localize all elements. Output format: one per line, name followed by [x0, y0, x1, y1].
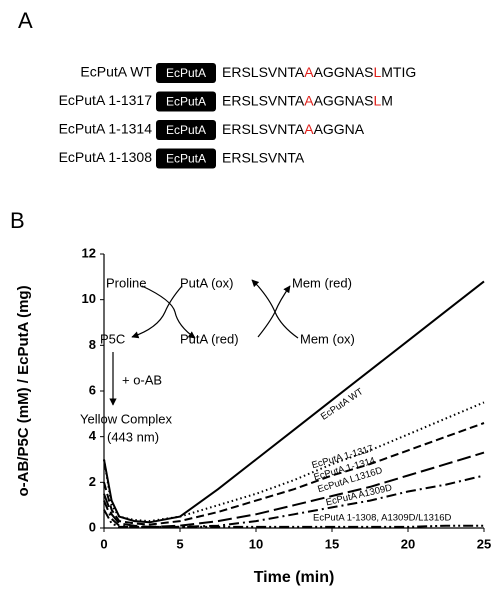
y-tick-label: 2: [89, 474, 96, 489]
scheme-label: PutA (ox): [180, 275, 233, 290]
panel-label: A: [18, 8, 33, 33]
x-tick-label: 5: [176, 536, 183, 551]
sequence-part: A: [304, 92, 314, 108]
scheme-label: PutA (red): [180, 331, 239, 346]
y-tick-label: 8: [89, 337, 96, 352]
scheme-label: Mem (red): [292, 275, 352, 290]
x-tick-label: 15: [325, 536, 339, 551]
y-tick-label: 10: [82, 291, 96, 306]
sequence: ERSLSVNTAAAGGNA: [222, 121, 365, 137]
sequence-part: L: [373, 64, 381, 80]
scheme-label: (443 nm): [107, 429, 159, 444]
series-line: [103, 451, 485, 528]
sequence-part: ERSLSVNTA: [222, 149, 305, 165]
sequence: ERSLSVNTAAAGGNASLMTIG: [222, 64, 416, 80]
series-line: [103, 422, 485, 526]
y-tick-label: 0: [89, 519, 96, 534]
series-label: EcPutA 1-1308, A1309D/L1316D: [313, 513, 452, 524]
y-tick-label: 6: [89, 382, 96, 397]
series-line: [103, 401, 485, 523]
sequence-part: ERSLSVNTA: [222, 121, 305, 137]
scheme-label: Proline: [106, 275, 146, 290]
x-tick-label: 25: [477, 536, 491, 551]
series-line: [103, 280, 485, 524]
scheme-label: P5C: [100, 331, 125, 346]
construct-name: EcPutA 1-1308: [59, 149, 153, 165]
scheme-arrows: [109, 279, 299, 406]
sequence-part: ERSLSVNTA: [222, 92, 305, 108]
x-tick-label: 0: [100, 536, 107, 551]
scheme-label: Yellow Complex: [80, 411, 173, 426]
sequence-part: ERSLSVNTA: [222, 64, 305, 80]
tag-box: [156, 91, 216, 112]
scheme-label: Mem (ox): [300, 331, 355, 346]
x-tick-label: 20: [401, 536, 415, 551]
tag-label: EcPutA: [166, 123, 206, 137]
sequence-part: A: [304, 64, 314, 80]
construct-name: EcPutA 1-1317: [59, 92, 153, 108]
y-axis-title: o-AB/P5C (mM) / EcPutA (mg): [15, 285, 32, 496]
sequence-part: M: [381, 92, 393, 108]
sequence-part: AGGNA: [314, 121, 365, 137]
construct-name: EcPutA 1-1314: [59, 121, 153, 137]
series-line: [103, 509, 484, 528]
sequence: ERSLSVNTAAAGGNASLM: [222, 92, 393, 108]
tag-label: EcPutA: [166, 95, 206, 109]
construct-name: EcPutA WT: [80, 64, 152, 80]
tag-label: EcPutA: [166, 152, 206, 166]
tag-label: EcPutA: [166, 66, 206, 80]
sequence-part: AGGNAS: [314, 92, 374, 108]
sequence-rows: EcPutA WT EcPutA ERSLSVNTAAAGGNASLMTIGEcPu…: [59, 63, 416, 169]
x-axis-title: Time (min): [254, 569, 335, 586]
sequence-part: MTIG: [381, 64, 416, 80]
sequence-part: A: [304, 121, 314, 137]
tag-box: [156, 63, 216, 83]
y-tick-label: 12: [82, 245, 96, 260]
sequence-part: L: [373, 92, 381, 108]
x-tick-label: 10: [249, 536, 263, 551]
tag-box: [156, 148, 216, 169]
panel-label: B: [10, 208, 25, 233]
y-tick-label: 4: [89, 428, 97, 443]
scheme-label: + o-AB: [122, 372, 162, 387]
tag-box: [156, 120, 216, 140]
series-line: [103, 474, 485, 528]
sequence-part: AGGNAS: [314, 64, 374, 80]
sequence: ERSLSVNTA: [222, 149, 305, 165]
